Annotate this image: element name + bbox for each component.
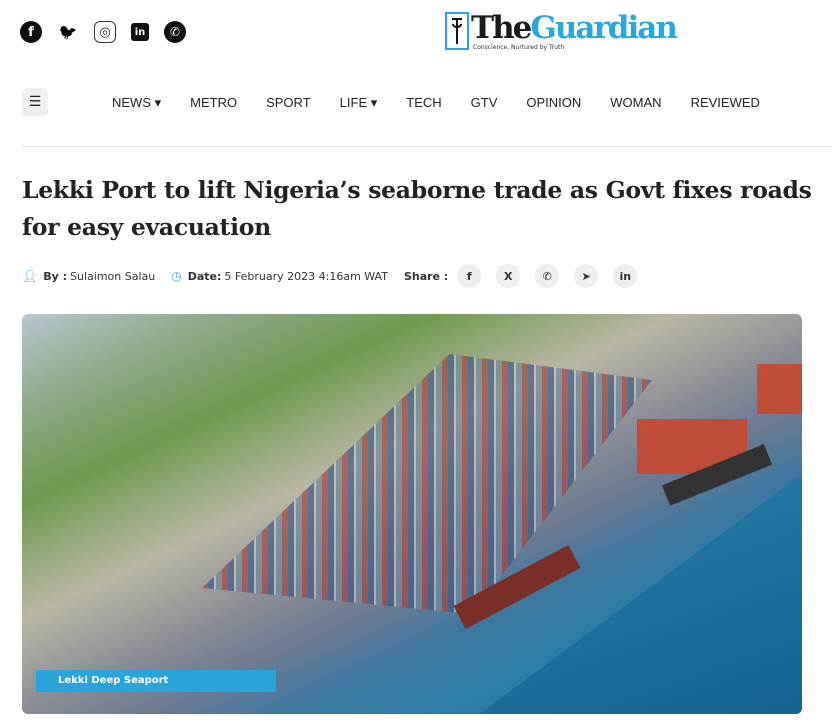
share-whatsapp-icon[interactable]: ✆ (535, 264, 560, 288)
share-telegram-icon[interactable]: ➤ (574, 264, 599, 288)
main-nav: ☰ NEWS ▾ METRO SPORT LIFE ▾ TECH GTV OPI… (22, 88, 832, 118)
container-yard (202, 354, 652, 614)
social-links: f 🐦 ◎ in ✆ (20, 21, 186, 43)
logo-the: The (471, 10, 532, 46)
by-label: By : (43, 269, 68, 283)
user-icon: 👤︎ (22, 269, 38, 283)
nav-metro[interactable]: METRO (190, 95, 238, 110)
author-link[interactable]: Sulaimon Salau (70, 269, 156, 283)
date-label: Date: (187, 269, 222, 283)
image-caption: Lekki Deep Seaport (36, 670, 276, 692)
share-label: Share : (403, 269, 449, 283)
twitter-icon[interactable]: 🐦 (58, 23, 78, 41)
share-facebook-icon[interactable]: f (457, 264, 482, 288)
nav-tech[interactable]: TECH (406, 95, 442, 110)
menu-button[interactable]: ☰ (22, 88, 48, 116)
whatsapp-icon[interactable]: ✆ (164, 21, 186, 43)
logo-emblem-icon (445, 12, 469, 50)
site-logo[interactable]: TheGuardian Conscience, Nurtured by Trut… (445, 10, 678, 51)
divider (22, 146, 832, 147)
nav-news[interactable]: NEWS ▾ (112, 95, 162, 110)
article-meta: 👤︎ By : Sulaimon Salau ◷ Date: 5 Februar… (22, 264, 638, 288)
logo-tagline: Conscience, Nurtured by Truth (473, 44, 565, 51)
nav-life[interactable]: LIFE ▾ (339, 95, 378, 110)
clock-icon: ◷ (171, 269, 182, 283)
nav-opinion[interactable]: OPINION (526, 95, 582, 110)
article-title: Lekki Port to lift Nigeria’s seaborne tr… (22, 176, 812, 241)
instagram-icon[interactable]: ◎ (94, 21, 116, 43)
facebook-icon[interactable]: f (20, 21, 42, 43)
nav-reviewed[interactable]: REVIEWED (690, 95, 760, 110)
linkedin-icon[interactable]: in (131, 23, 149, 41)
article-image: Lekki Deep Seaport (22, 314, 802, 714)
share-x-icon[interactable]: X (496, 264, 521, 288)
nav-sport[interactable]: SPORT (266, 95, 311, 110)
logo-guardian: Guardian (530, 10, 678, 46)
share-linkedin-icon[interactable]: in (613, 264, 638, 288)
nav-woman[interactable]: WOMAN (610, 95, 662, 110)
hamburger-icon: ☰ (28, 94, 42, 110)
publish-date: 5 February 2023 4:16am WAT (224, 269, 388, 283)
gantry-cranes (757, 364, 802, 414)
nav-gtv[interactable]: GTV (470, 95, 498, 110)
